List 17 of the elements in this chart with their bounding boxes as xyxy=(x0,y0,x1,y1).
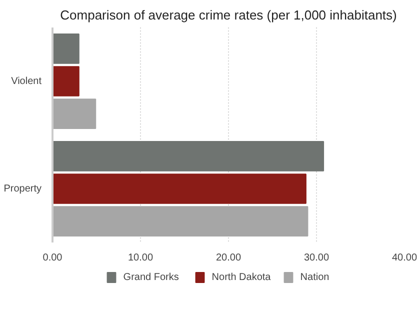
y-tick-label: Violent xyxy=(11,76,42,87)
x-tick-label: 10.00 xyxy=(128,252,154,264)
x-tick-label: 20.00 xyxy=(216,252,242,264)
x-tick-label: 30.00 xyxy=(304,252,330,264)
x-tick-label: 40.00 xyxy=(392,252,418,264)
bar xyxy=(52,98,96,129)
y-tick-label: Property xyxy=(4,183,42,194)
legend-label: North Dakota xyxy=(212,272,272,283)
chart-title: Comparison of average crime rates (per 1,000 inhabitants) xyxy=(60,8,397,22)
bar xyxy=(52,66,80,96)
bar xyxy=(52,141,324,172)
x-tick-label: 0.00 xyxy=(42,252,63,264)
legend-label: Grand Forks xyxy=(123,272,179,283)
bar xyxy=(52,174,306,204)
legend-label: Nation xyxy=(300,272,330,283)
bar xyxy=(52,206,308,236)
bar xyxy=(52,34,80,64)
